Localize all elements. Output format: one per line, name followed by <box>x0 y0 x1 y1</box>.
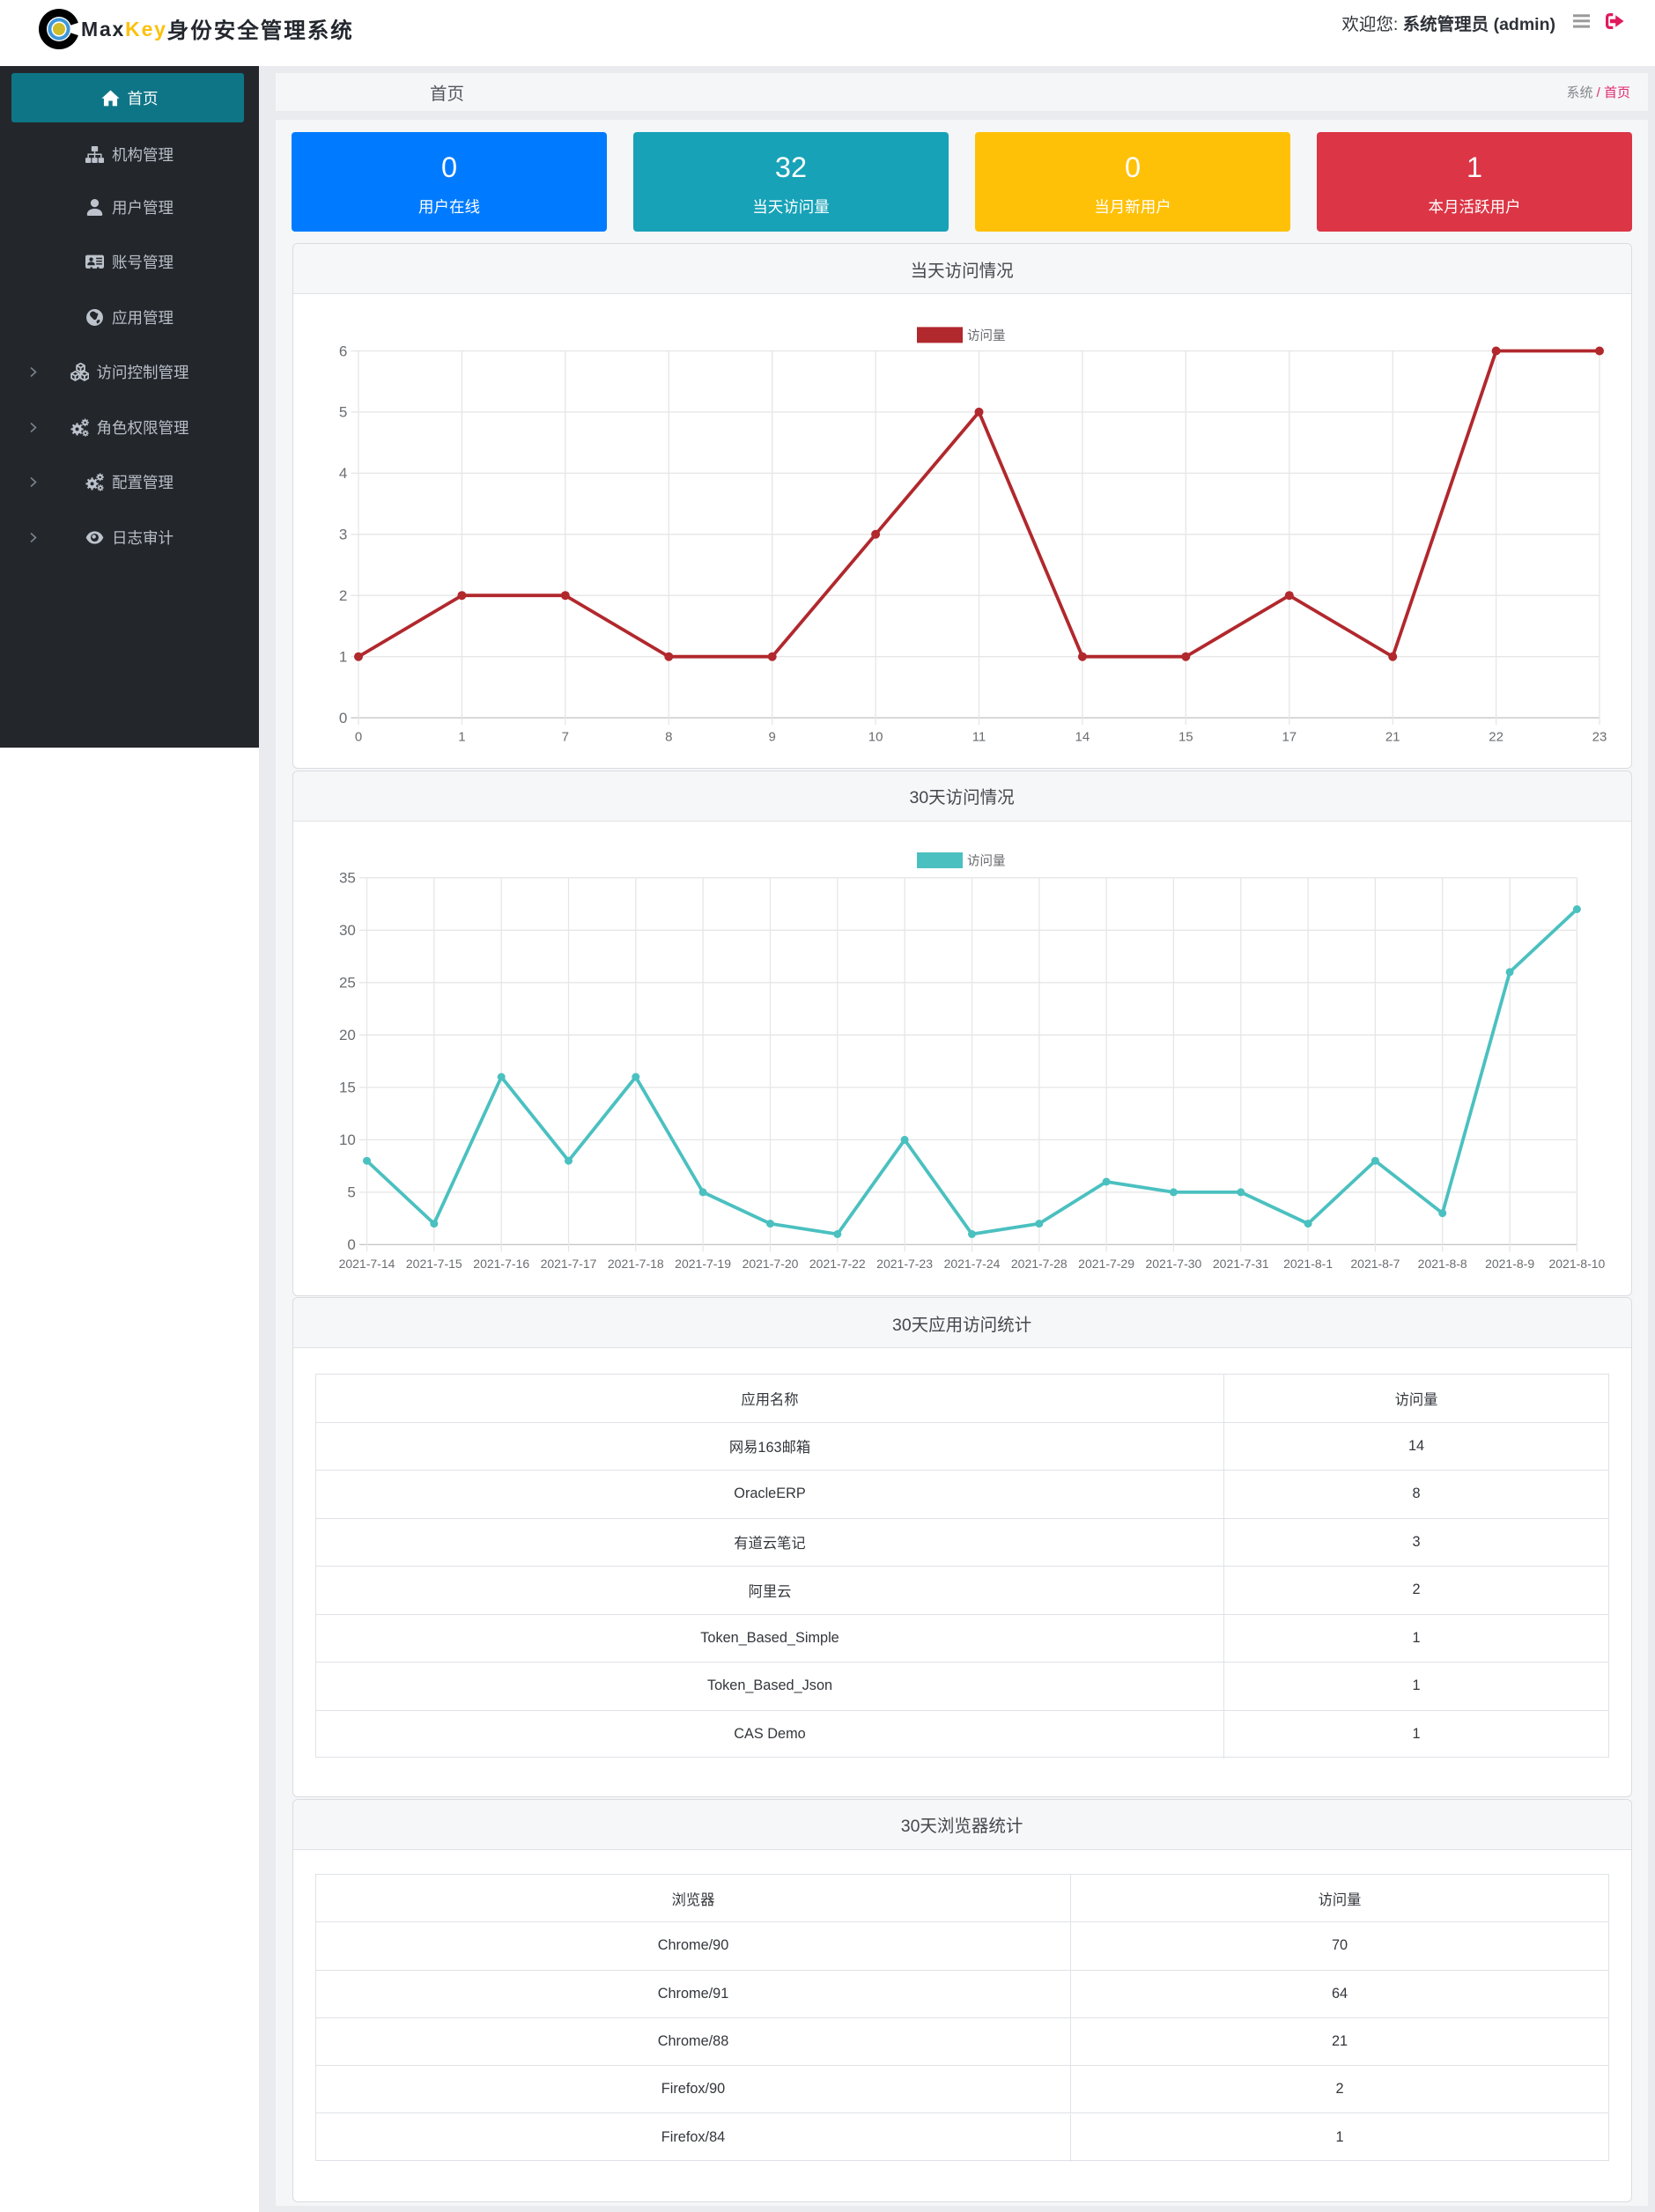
svg-text:2021-7-15: 2021-7-15 <box>406 1257 462 1271</box>
svg-text:23: 23 <box>1592 729 1607 744</box>
svg-text:15: 15 <box>339 1080 356 1096</box>
svg-text:2021-7-24: 2021-7-24 <box>944 1257 1001 1271</box>
svg-text:20: 20 <box>339 1027 356 1043</box>
svg-text:11: 11 <box>972 729 986 744</box>
svg-text:2021-8-9: 2021-8-9 <box>1485 1257 1534 1271</box>
svg-text:2021-7-28: 2021-7-28 <box>1011 1257 1068 1271</box>
svg-text:17: 17 <box>1282 729 1297 744</box>
svg-text:2021-7-18: 2021-7-18 <box>608 1257 664 1271</box>
svg-text:2021-7-17: 2021-7-17 <box>541 1257 597 1271</box>
svg-text:3: 3 <box>339 527 347 543</box>
svg-text:2021-7-14: 2021-7-14 <box>339 1257 395 1271</box>
svg-text:35: 35 <box>339 870 356 887</box>
svg-text:1: 1 <box>339 649 347 666</box>
svg-text:30: 30 <box>339 922 356 939</box>
svg-text:2021-8-10: 2021-8-10 <box>1548 1257 1605 1271</box>
svg-text:25: 25 <box>339 975 356 992</box>
svg-text:4: 4 <box>339 465 347 482</box>
svg-text:2021-7-29: 2021-7-29 <box>1078 1257 1134 1271</box>
svg-text:2021-7-22: 2021-7-22 <box>809 1257 866 1271</box>
svg-text:6: 6 <box>339 343 347 359</box>
svg-text:14: 14 <box>1075 729 1090 744</box>
svg-text:2021-8-1: 2021-8-1 <box>1283 1257 1333 1271</box>
svg-text:访问量: 访问量 <box>967 328 1006 343</box>
svg-text:15: 15 <box>1178 729 1193 744</box>
svg-text:2021-7-16: 2021-7-16 <box>473 1257 529 1271</box>
svg-text:1: 1 <box>458 729 465 744</box>
svg-text:10: 10 <box>339 1132 356 1148</box>
svg-text:2021-7-20: 2021-7-20 <box>743 1257 799 1271</box>
svg-text:5: 5 <box>347 1184 355 1201</box>
svg-text:2021-7-23: 2021-7-23 <box>876 1257 933 1271</box>
svg-text:2021-8-7: 2021-8-7 <box>1350 1257 1400 1271</box>
svg-text:0: 0 <box>339 710 347 726</box>
svg-text:2021-8-8: 2021-8-8 <box>1418 1257 1467 1271</box>
svg-text:访问量: 访问量 <box>967 854 1006 869</box>
svg-text:21: 21 <box>1385 729 1400 744</box>
svg-text:0: 0 <box>355 729 362 744</box>
svg-text:2021-7-31: 2021-7-31 <box>1213 1257 1269 1271</box>
svg-text:8: 8 <box>665 729 672 744</box>
svg-text:2: 2 <box>339 587 347 604</box>
svg-text:10: 10 <box>868 729 883 744</box>
svg-text:9: 9 <box>769 729 776 744</box>
svg-text:5: 5 <box>339 404 347 421</box>
svg-text:7: 7 <box>562 729 569 744</box>
svg-text:0: 0 <box>347 1236 355 1253</box>
svg-text:22: 22 <box>1489 729 1504 744</box>
svg-text:2021-7-19: 2021-7-19 <box>675 1257 731 1271</box>
svg-text:2021-7-30: 2021-7-30 <box>1145 1257 1201 1271</box>
